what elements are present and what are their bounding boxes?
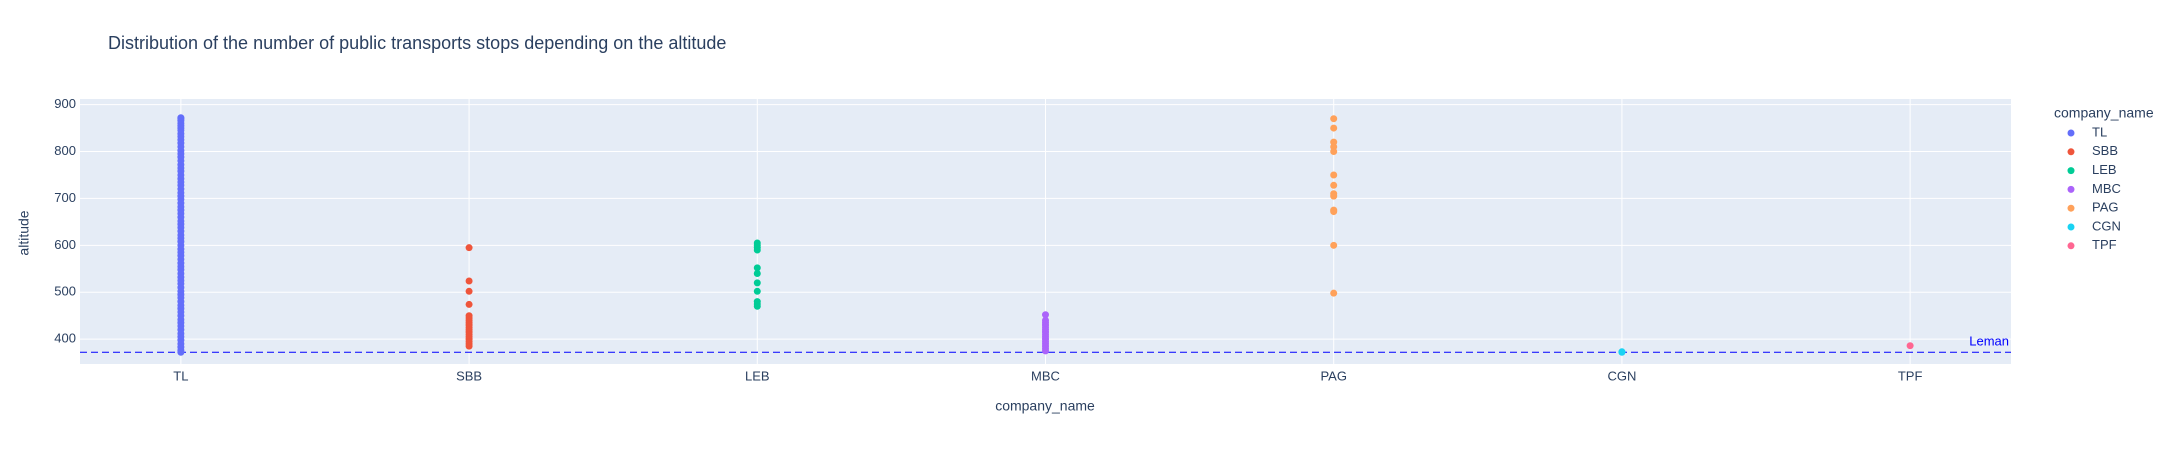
y-tick-label: 500 bbox=[54, 284, 76, 299]
legend-marker bbox=[2067, 185, 2075, 193]
point bbox=[753, 302, 761, 310]
x-tick-label: PAG bbox=[1320, 368, 1347, 383]
point bbox=[1330, 115, 1338, 123]
legend-label: LEB bbox=[2092, 162, 2117, 177]
point bbox=[1042, 347, 1049, 355]
point bbox=[465, 300, 473, 308]
x-tick-label: LEB bbox=[745, 368, 770, 383]
x-tick-label: CGN bbox=[1607, 368, 1636, 383]
reference-label: Leman bbox=[1969, 334, 2009, 349]
point bbox=[1330, 241, 1338, 249]
point bbox=[1042, 311, 1049, 319]
chart-title: Distribution of the number of public tra… bbox=[108, 33, 726, 53]
x-tick-label: TPF bbox=[1898, 368, 1923, 383]
point bbox=[1618, 348, 1626, 356]
point bbox=[465, 277, 473, 285]
point bbox=[753, 269, 761, 277]
legend-title: company_name bbox=[2054, 105, 2154, 121]
x-axis-title: company_name bbox=[995, 398, 1095, 414]
point bbox=[1330, 181, 1338, 189]
point bbox=[1330, 208, 1338, 216]
point bbox=[1330, 289, 1338, 297]
point bbox=[753, 264, 761, 272]
y-tick-label: 800 bbox=[54, 143, 76, 158]
point bbox=[1906, 342, 1914, 350]
point bbox=[177, 348, 185, 356]
legend-marker bbox=[2067, 204, 2075, 212]
legend-marker bbox=[2067, 242, 2075, 250]
legend-marker bbox=[2067, 167, 2075, 175]
x-tick-label: SBB bbox=[456, 368, 482, 383]
y-tick-label: 900 bbox=[54, 96, 76, 111]
legend-label: MBC bbox=[2092, 181, 2121, 196]
y-tick-label: 700 bbox=[54, 190, 76, 205]
point bbox=[1330, 148, 1338, 156]
point bbox=[465, 342, 473, 350]
legend-label: SBB bbox=[2092, 143, 2118, 158]
point bbox=[753, 246, 761, 254]
legend-marker bbox=[2067, 223, 2075, 231]
y-tick-label: 400 bbox=[54, 331, 76, 346]
legend-marker bbox=[2067, 129, 2075, 137]
y-tick-label: 600 bbox=[54, 237, 76, 252]
legend-marker bbox=[2067, 148, 2075, 156]
point bbox=[753, 287, 761, 295]
y-axis-title: altitude bbox=[16, 210, 32, 255]
x-tick-label: MBC bbox=[1031, 368, 1060, 383]
point bbox=[753, 279, 761, 287]
point bbox=[1330, 192, 1338, 200]
point bbox=[465, 244, 473, 252]
legend-label: TL bbox=[2092, 124, 2107, 139]
legend-label: CGN bbox=[2092, 218, 2121, 233]
x-tick-label: TL bbox=[173, 368, 188, 383]
point bbox=[1330, 124, 1338, 132]
legend-label: TPF bbox=[2092, 237, 2117, 252]
legend-label: PAG bbox=[2092, 200, 2119, 215]
point bbox=[1330, 171, 1338, 179]
point bbox=[465, 287, 473, 295]
